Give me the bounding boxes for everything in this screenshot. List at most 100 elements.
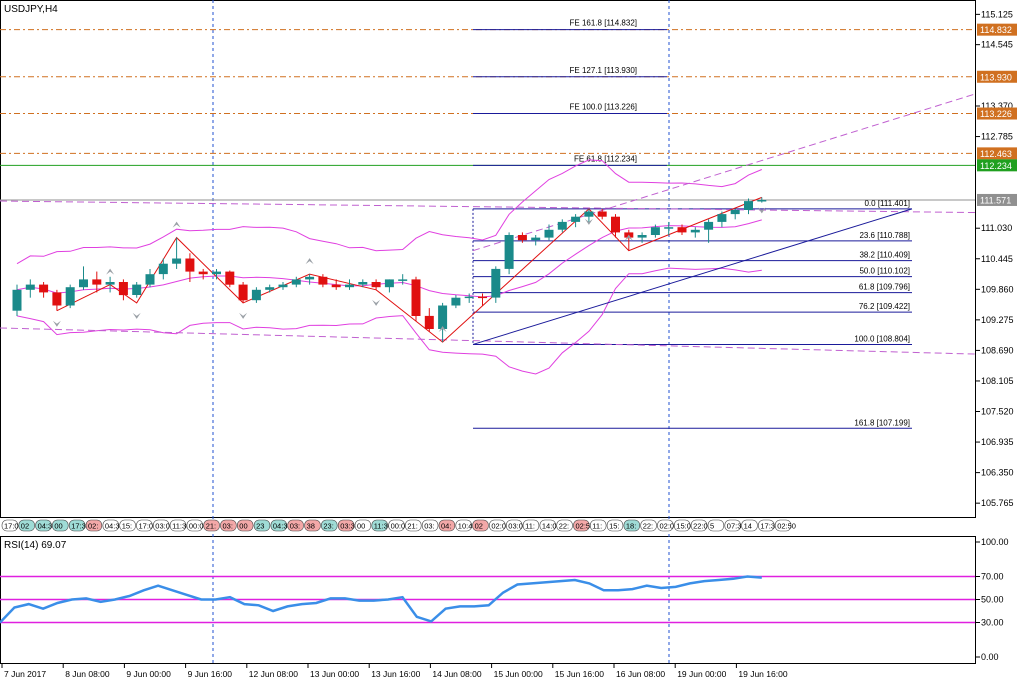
price-label-text: 114.832: [980, 25, 1012, 35]
time-tick-label: 7 Jun 2017: [4, 669, 46, 679]
price-tick-label: 111.030: [981, 223, 1012, 233]
price-tick-label: 109.275: [981, 315, 1014, 325]
band-upper: [16, 159, 762, 265]
candle-body: [265, 287, 275, 290]
fractal-down-arrow: [757, 207, 766, 214]
candle-body: [118, 282, 128, 296]
news-time-badge: [371, 519, 388, 532]
candle-body: [491, 268, 501, 298]
time-tick-label: 15 Jun 00:00: [494, 669, 543, 679]
price-tick-label: 108.105: [981, 376, 1014, 386]
candle-body: [358, 282, 368, 285]
session-separators: [212, 0, 670, 664]
fib-level-label: 61.8 [109.796]: [859, 283, 910, 292]
news-time-label: 22:: [559, 522, 569, 531]
news-time-label: 22:: [643, 522, 653, 531]
fib-level-label: 76.2 [109.422]: [859, 302, 910, 311]
news-time-badge: [758, 519, 775, 532]
candle-body: [597, 211, 607, 217]
news-time-label: 03:00: [508, 522, 527, 531]
candle-body: [438, 305, 448, 329]
candle-body: [557, 221, 567, 230]
candle-body: [345, 284, 354, 288]
news-time-badge: [304, 519, 321, 532]
news-time-label: 03:: [424, 522, 434, 531]
candle-body: [637, 235, 647, 238]
news-time-badge: [52, 519, 69, 532]
candle-body: [25, 284, 35, 290]
news-time-label: 14: [744, 522, 752, 531]
candle-body: [225, 271, 235, 285]
candle-body: [424, 315, 434, 329]
news-time-label: 00:00: [189, 522, 208, 531]
candle-body: [571, 216, 581, 222]
candle-body: [278, 284, 288, 288]
news-time-badge: [337, 519, 355, 532]
news-time-badge: [102, 519, 120, 532]
news-time-badge: [136, 519, 153, 532]
price-tick-label: 106.350: [981, 468, 1014, 478]
price-label-box: [977, 147, 1017, 160]
time-tick-label: 15 Jun 16:00: [555, 669, 604, 679]
rsi-tick-label: 100.00: [981, 537, 1009, 547]
news-time-label: 02:50: [777, 522, 796, 531]
news-time-badge: [287, 519, 304, 532]
price-tick-label: 109.860: [981, 284, 1014, 294]
candle-body: [650, 227, 660, 235]
time-tick-label: 8 Jun 08:00: [65, 669, 110, 679]
rsi-tick-label: 70.00: [981, 572, 1004, 582]
candle-body: [531, 237, 541, 241]
news-time-label: 21:: [407, 522, 417, 531]
candle-body: [65, 287, 75, 306]
news-time-badge: [774, 519, 792, 532]
candle-body: [611, 216, 620, 233]
news-time-badge: [489, 519, 506, 532]
fibonacci-retracement: 0.0 [111.401] 23.6 [110.788] 38.2 [110.409…: [472, 199, 912, 429]
price-tick-label: 112.785: [981, 132, 1013, 142]
candle-body: [158, 263, 168, 275]
news-time-badge: [556, 519, 573, 532]
candle-body: [451, 297, 461, 306]
candle-body: [52, 292, 62, 306]
fractal-up-arrow: [305, 258, 314, 265]
candle-body: [717, 214, 727, 222]
candle-body: [145, 274, 155, 285]
time-tick-label: 19 Jun 16:00: [738, 669, 787, 679]
price-label-text: 113.930: [980, 72, 1012, 82]
price-tick-label: 113.370: [981, 101, 1013, 111]
fractal-up-arrow: [172, 221, 181, 228]
news-time-label: 02: [21, 522, 29, 531]
main-pane-frame: [0, 0, 976, 518]
candle-body: [704, 221, 714, 230]
price-label-text: 113.226: [980, 109, 1012, 119]
news-time-label: 07:30: [727, 522, 746, 531]
news-time-badge: [455, 519, 472, 532]
bollinger-bands: [16, 159, 762, 375]
fe-level-label: FE 100.0 [113.226]: [570, 103, 637, 112]
fractal-arrows: [52, 207, 766, 333]
candle-body: [251, 289, 261, 301]
news-time-badge: [505, 519, 523, 532]
rsi-pane: 100.00 70.00 50.00 30.00 0.00: [0, 537, 1009, 662]
candle-body: [464, 296, 474, 299]
candle-body: [212, 271, 221, 275]
news-time-label: 04:: [441, 522, 451, 531]
fib-level-label: 23.6 [110.788]: [859, 231, 910, 240]
news-time-label: 11:: [525, 522, 535, 531]
news-time-badge: [186, 519, 203, 532]
news-time-badge: [153, 519, 170, 532]
news-time-label: 03:00: [155, 522, 174, 531]
price-label-box: [977, 159, 1017, 172]
candlesticks: [12, 197, 767, 343]
news-time-badge: [220, 519, 237, 532]
candle-body: [504, 235, 514, 269]
news-time-badge: [472, 519, 489, 532]
news-time-label: 02: [475, 522, 483, 531]
price-label-box: [977, 193, 1017, 206]
rsi-title: RSI(14) 69.07: [4, 540, 67, 551]
news-time-badge: [623, 519, 641, 532]
news-time-label: 00:00: [391, 522, 410, 531]
fe-level-label: FE 127.1 [113.930]: [570, 66, 637, 75]
news-time-badge: [589, 519, 607, 532]
news-time-badge: [741, 519, 758, 532]
